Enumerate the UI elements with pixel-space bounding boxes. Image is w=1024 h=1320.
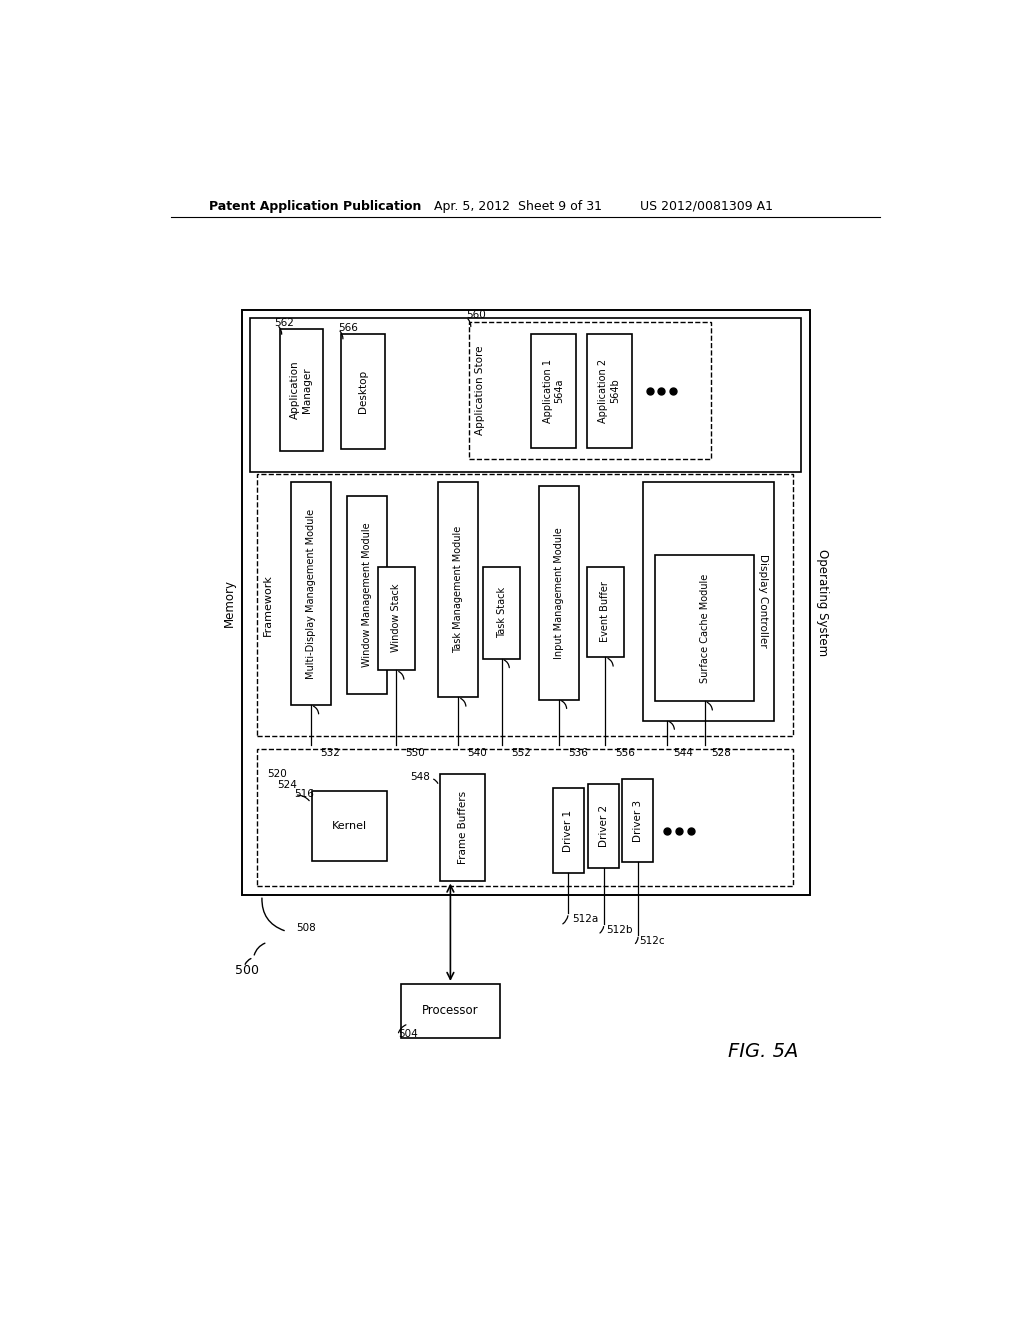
FancyArrowPatch shape — [398, 672, 403, 680]
Text: Application 2
564b: Application 2 564b — [598, 359, 621, 422]
Text: 562: 562 — [273, 318, 294, 329]
Text: US 2012/0081309 A1: US 2012/0081309 A1 — [640, 199, 772, 213]
FancyArrowPatch shape — [468, 319, 471, 326]
Bar — [483, 566, 520, 659]
Bar — [346, 496, 387, 694]
Text: Display Controller: Display Controller — [758, 554, 768, 648]
Text: 508: 508 — [296, 924, 316, 933]
FancyArrowPatch shape — [461, 698, 466, 706]
FancyArrowPatch shape — [433, 779, 438, 783]
Bar — [587, 566, 624, 657]
Text: Input Management Module: Input Management Module — [554, 527, 564, 659]
Text: Framework: Framework — [262, 574, 272, 636]
Bar — [553, 788, 584, 873]
Text: Patent Application Publication: Patent Application Publication — [209, 199, 422, 213]
Bar — [469, 322, 711, 459]
Text: Processor: Processor — [422, 1005, 478, 1018]
Bar — [257, 474, 793, 737]
FancyArrowPatch shape — [340, 331, 343, 339]
Text: Driver 2: Driver 2 — [599, 805, 609, 847]
FancyArrowPatch shape — [297, 795, 309, 801]
Text: Window Management Module: Window Management Module — [361, 523, 372, 668]
Text: Window Stack: Window Stack — [391, 583, 401, 652]
Bar — [623, 779, 653, 862]
Bar — [539, 486, 579, 700]
FancyArrowPatch shape — [708, 702, 713, 710]
Text: Memory: Memory — [223, 578, 236, 627]
FancyArrowPatch shape — [398, 1024, 406, 1032]
FancyArrowPatch shape — [279, 326, 282, 334]
Text: 500: 500 — [234, 964, 259, 977]
Text: Apr. 5, 2012  Sheet 9 of 31: Apr. 5, 2012 Sheet 9 of 31 — [434, 199, 602, 213]
FancyArrowPatch shape — [608, 659, 613, 667]
Bar — [438, 482, 478, 697]
Text: 512b: 512b — [606, 925, 633, 935]
Text: 544: 544 — [673, 748, 692, 758]
Text: Desktop: Desktop — [357, 370, 368, 413]
Bar — [400, 983, 500, 1038]
Text: Application
Manager: Application Manager — [290, 360, 311, 420]
Text: Application 1
564a: Application 1 564a — [543, 359, 564, 422]
Text: Driver 1: Driver 1 — [563, 809, 573, 851]
Text: Frame Buffers: Frame Buffers — [458, 791, 468, 865]
Text: Task Stack: Task Stack — [497, 587, 507, 639]
FancyArrowPatch shape — [561, 701, 566, 709]
Text: 524: 524 — [276, 780, 297, 791]
Text: Event Buffer: Event Buffer — [600, 582, 610, 643]
Bar — [242, 310, 810, 895]
Bar — [280, 330, 323, 451]
Text: Multi-Display Management Module: Multi-Display Management Module — [306, 508, 315, 678]
Bar — [251, 318, 801, 471]
Text: Application Store: Application Store — [475, 346, 484, 434]
Text: 516: 516 — [295, 788, 314, 799]
Text: 504: 504 — [397, 1028, 418, 1039]
Text: Kernel: Kernel — [332, 821, 368, 832]
Bar — [531, 334, 575, 447]
Text: 560: 560 — [466, 310, 485, 321]
Text: 512a: 512a — [572, 915, 598, 924]
Text: 520: 520 — [267, 770, 288, 779]
Bar — [291, 482, 331, 705]
FancyArrowPatch shape — [262, 898, 285, 931]
FancyArrowPatch shape — [670, 722, 675, 729]
Text: 540: 540 — [467, 748, 487, 758]
FancyArrowPatch shape — [635, 937, 638, 944]
Bar — [587, 334, 632, 447]
Text: FIG. 5A: FIG. 5A — [728, 1041, 799, 1061]
Bar — [257, 748, 793, 886]
Text: Surface Cache Module: Surface Cache Module — [699, 573, 710, 682]
Bar — [589, 784, 620, 869]
Bar — [655, 554, 755, 701]
Text: 556: 556 — [614, 748, 635, 758]
Text: 550: 550 — [406, 748, 425, 758]
Bar — [643, 482, 773, 721]
Text: 566: 566 — [338, 323, 358, 333]
FancyArrowPatch shape — [504, 660, 509, 668]
Text: 512c: 512c — [640, 936, 666, 945]
Text: 548: 548 — [411, 772, 430, 781]
Text: 528: 528 — [711, 748, 731, 758]
Text: Operating System: Operating System — [816, 549, 828, 656]
Bar — [312, 792, 387, 861]
Text: 536: 536 — [568, 748, 588, 758]
Text: 552: 552 — [511, 748, 530, 758]
Bar — [440, 775, 485, 880]
Bar — [378, 566, 415, 671]
Text: Driver 3: Driver 3 — [633, 800, 643, 842]
Bar — [341, 334, 385, 449]
FancyArrowPatch shape — [313, 706, 318, 714]
FancyArrowPatch shape — [563, 916, 568, 924]
Text: 532: 532 — [321, 748, 340, 758]
Text: Task Management Module: Task Management Module — [454, 525, 463, 653]
FancyArrowPatch shape — [600, 927, 603, 933]
